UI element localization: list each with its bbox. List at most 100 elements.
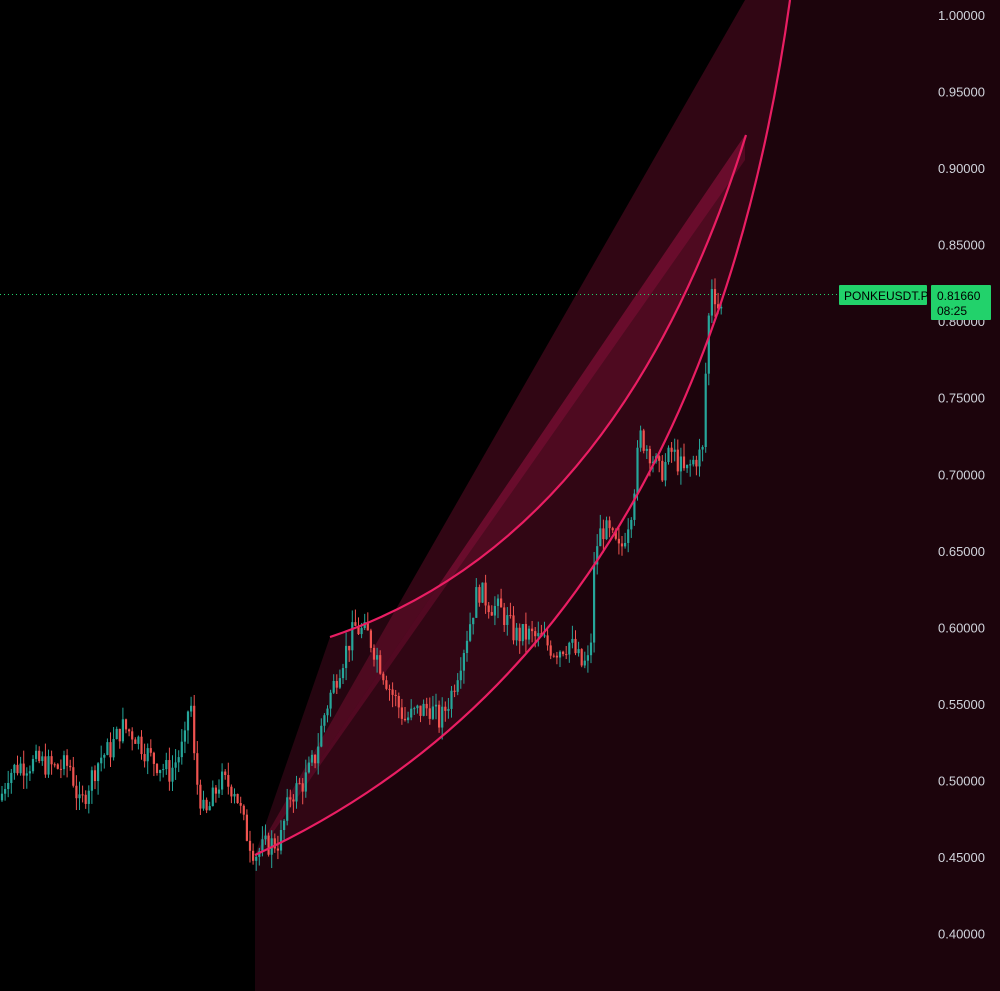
candle-down — [66, 755, 69, 766]
candle-up — [537, 633, 540, 637]
candle-down — [128, 729, 131, 732]
candle-down — [574, 638, 577, 654]
candle-up — [338, 678, 341, 688]
candle-up — [664, 462, 667, 481]
candle-up — [286, 797, 289, 821]
candle-down — [38, 750, 41, 762]
candle-down — [500, 598, 503, 608]
candle-up — [345, 645, 348, 669]
outer-arc[interactable] — [254, 0, 792, 856]
candle-up — [4, 789, 7, 794]
inner-arc[interactable] — [329, 134, 748, 639]
candle-down — [524, 623, 527, 640]
candle-up — [469, 624, 472, 641]
candle-up — [19, 763, 22, 774]
candle-down — [565, 654, 568, 656]
candle-down — [438, 704, 441, 728]
candle-down — [131, 731, 134, 740]
candle-up — [341, 668, 345, 679]
fib-arcs[interactable] — [254, 0, 792, 856]
candle-up — [475, 587, 478, 618]
price-axis[interactable]: 1.000000.950000.900000.850000.800000.750… — [938, 8, 985, 942]
candle-down — [366, 622, 369, 631]
candle-down — [509, 615, 512, 617]
y-tick-label: 0.90000 — [938, 161, 985, 176]
candle-down — [428, 708, 431, 719]
candle-down — [546, 635, 549, 646]
y-tick-label: 0.70000 — [938, 467, 985, 482]
candle-up — [465, 640, 469, 653]
candle-up — [645, 448, 648, 451]
candle-down — [354, 622, 357, 626]
candle-down — [562, 651, 565, 655]
candle-up — [496, 598, 500, 606]
candle-up — [450, 690, 453, 709]
candle-up — [307, 762, 310, 773]
candle-down — [682, 456, 686, 469]
candle-down — [713, 289, 717, 305]
candle-up — [41, 756, 44, 762]
candle-up — [208, 806, 211, 811]
candle-down — [425, 703, 428, 709]
candle-up — [295, 783, 298, 802]
candle-up — [543, 635, 546, 637]
candle-up — [211, 787, 214, 807]
candle-up — [704, 373, 707, 448]
candle-down — [661, 460, 664, 481]
candle-up — [698, 449, 701, 467]
candle-up — [233, 793, 236, 797]
candle-down — [382, 673, 385, 681]
candle-up — [571, 638, 574, 643]
candle-up — [317, 746, 320, 764]
candle-down — [252, 850, 255, 861]
candle-down — [397, 696, 400, 708]
inner-arc-fill — [255, 135, 745, 855]
candle-up — [624, 542, 627, 547]
candle-down — [658, 456, 661, 461]
candle-down — [134, 739, 137, 744]
candle-down — [611, 528, 614, 531]
candle-down — [403, 718, 407, 721]
candle-up — [31, 758, 35, 772]
candle-down — [388, 688, 391, 690]
candle-down — [394, 694, 397, 697]
fib-arc-overlay — [255, 0, 1000, 991]
candle-down — [314, 754, 317, 764]
candle-down — [512, 615, 515, 641]
candle-up — [329, 692, 332, 709]
price-tag-countdown: 08:25 — [937, 304, 967, 318]
candle-up — [667, 447, 670, 463]
candle-down — [484, 582, 487, 606]
candle-up — [283, 820, 286, 830]
candle-up — [78, 794, 81, 799]
candle-down — [478, 587, 481, 603]
candle-up — [679, 456, 682, 472]
inner-fan-fill — [255, 135, 745, 858]
candle-down — [276, 848, 279, 851]
candle-up — [599, 528, 602, 547]
candle-up — [515, 627, 518, 641]
candle-down — [22, 763, 25, 776]
candle-up — [627, 529, 630, 543]
candle-down — [199, 784, 202, 809]
candle-up — [221, 771, 224, 790]
candle-down — [292, 799, 295, 802]
candle-down — [267, 835, 270, 855]
candle-up — [323, 715, 326, 726]
y-tick-label: 0.75000 — [938, 391, 985, 406]
candle-up — [13, 764, 16, 773]
candle-up — [183, 730, 186, 742]
candle-up — [686, 464, 689, 469]
candle-up — [146, 748, 149, 762]
candle-up — [90, 770, 93, 791]
candle-down — [44, 756, 47, 775]
candle-down — [602, 528, 605, 540]
candle-up — [376, 655, 379, 660]
candle-down — [518, 627, 521, 642]
candle-down — [379, 655, 382, 674]
candle-up — [112, 739, 115, 758]
candle-down — [648, 448, 651, 464]
candle-down — [59, 768, 62, 770]
candle-up — [162, 769, 165, 771]
